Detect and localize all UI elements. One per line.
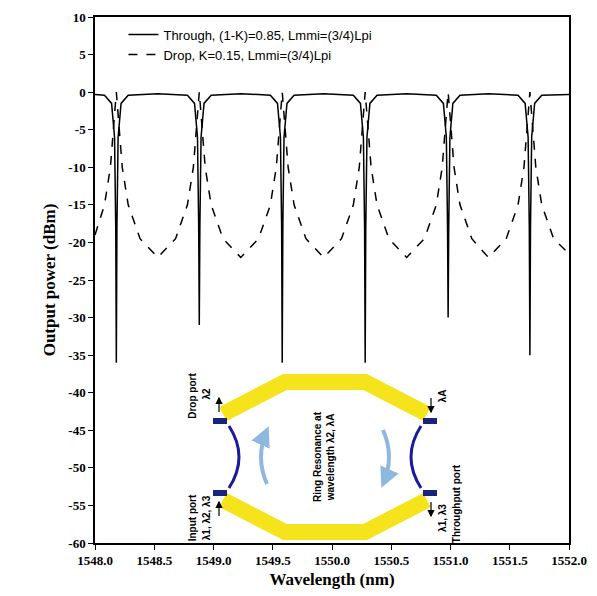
svg-text:1552.0: 1552.0 (551, 553, 587, 568)
svg-text:Wavelength (nm): Wavelength (nm) (269, 570, 394, 589)
svg-text:-25: -25 (68, 273, 86, 288)
svg-text:-60: -60 (68, 536, 85, 551)
svg-text:-20: -20 (68, 235, 85, 250)
svg-text:Drop, K=0.15, Lmmi=(3/4)Lpi: Drop, K=0.15, Lmmi=(3/4)Lpi (163, 48, 331, 63)
svg-text:-35: -35 (68, 348, 86, 363)
svg-text:1548.0: 1548.0 (77, 553, 113, 568)
svg-text:0: 0 (79, 85, 86, 100)
svg-text:wavelength λ2, λA: wavelength λ2, λA (325, 414, 336, 502)
svg-text:1550.5: 1550.5 (373, 553, 409, 568)
svg-text:1550.0: 1550.0 (314, 553, 350, 568)
svg-text:λ2: λ2 (201, 388, 212, 400)
svg-text:-15: -15 (68, 197, 86, 212)
svg-text:-30: -30 (68, 310, 85, 325)
svg-text:λA: λA (437, 390, 448, 403)
svg-text:Input port: Input port (187, 494, 198, 541)
svg-text:1548.5: 1548.5 (136, 553, 172, 568)
svg-text:-40: -40 (68, 385, 85, 400)
svg-text:Through, (1-K)=0.85, Lmmi=(3/4: Through, (1-K)=0.85, Lmmi=(3/4)Lpi (163, 28, 371, 43)
svg-text:λ1, λ2, λ3: λ1, λ2, λ3 (201, 495, 212, 540)
svg-text:-45: -45 (68, 423, 86, 438)
svg-text:1549.5: 1549.5 (255, 553, 291, 568)
svg-text:Output power (dBm): Output power (dBm) (40, 204, 59, 357)
svg-text:-55: -55 (68, 498, 86, 513)
svg-text:λ1, λ3: λ1, λ3 (437, 504, 448, 532)
svg-text:Throughput port: Throughput port (451, 464, 462, 543)
svg-text:10: 10 (73, 10, 86, 25)
svg-text:Ring Resonance at: Ring Resonance at (312, 411, 323, 502)
svg-text:1551.5: 1551.5 (492, 553, 528, 568)
svg-text:1549.0: 1549.0 (196, 553, 232, 568)
svg-text:-10: -10 (68, 160, 85, 175)
svg-text:Drop port: Drop port (187, 373, 198, 419)
svg-text:-5: -5 (75, 122, 86, 137)
svg-text:-50: -50 (68, 460, 85, 475)
svg-text:1551.0: 1551.0 (433, 553, 469, 568)
svg-text:5: 5 (79, 47, 86, 62)
